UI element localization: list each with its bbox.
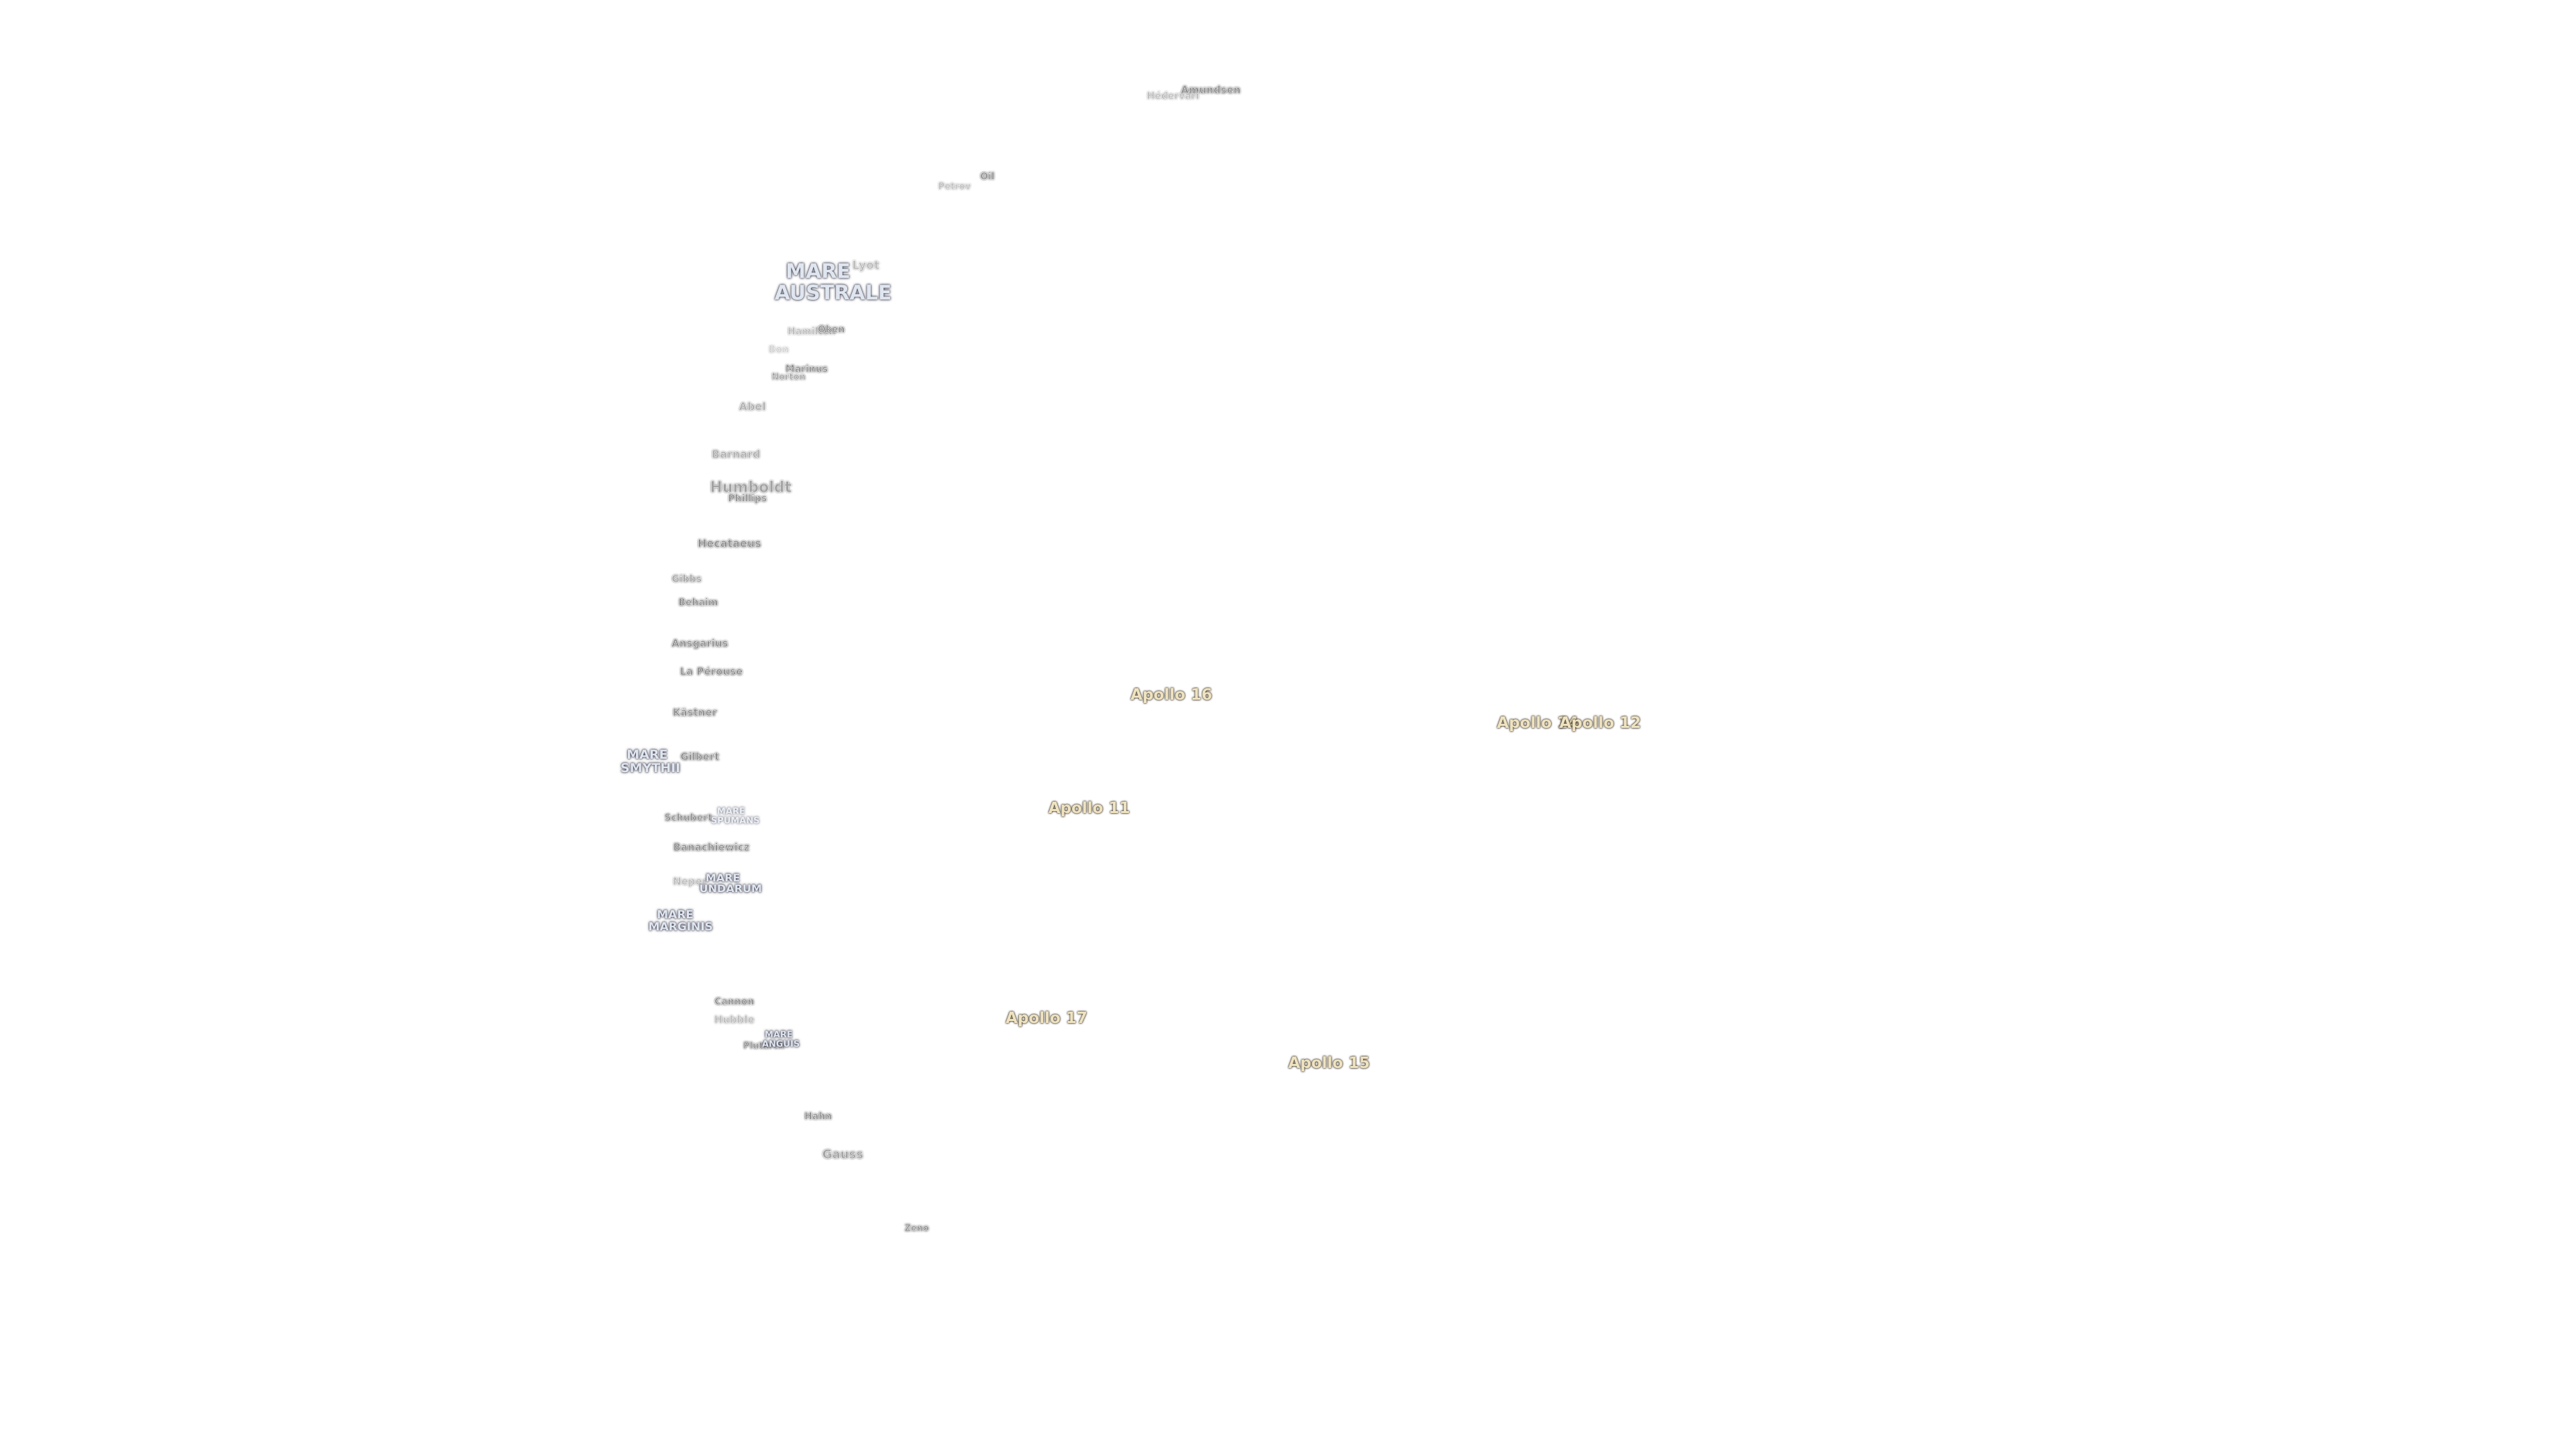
mare-label: MARE AUSTRALE: [774, 260, 892, 305]
crater-label: Norton: [771, 372, 806, 383]
crater-label: Oken: [818, 324, 845, 335]
crater-label: Hubble: [714, 1013, 755, 1026]
crater-label: Barnard: [711, 447, 761, 461]
crater-label: Ansgarius: [672, 637, 729, 650]
apollo-label: Apollo 14: [1497, 714, 1579, 732]
crater-label: Abel: [739, 400, 766, 413]
crater-label: Oil: [980, 172, 995, 183]
crater-label: Cannon: [714, 996, 755, 1008]
crater-label: Zeno: [904, 1224, 929, 1234]
crater-label: Gilbert: [680, 751, 720, 763]
crater-label: Hamilton: [787, 326, 836, 337]
crater-label: Hecataeus: [697, 537, 761, 550]
crater-label: Plutarch: [743, 1041, 785, 1052]
mare-label: MARE MARGINIS: [648, 908, 713, 934]
apollo-label: Apollo 11: [1048, 799, 1130, 817]
crater-label: Lyot: [852, 258, 879, 272]
mare-label: MARE ANGUIS: [761, 1030, 800, 1050]
crater-label: Hahn: [804, 1111, 833, 1122]
crater-label: Banachiewicz: [673, 841, 750, 853]
apollo-label: Apollo 17: [1006, 1010, 1087, 1028]
crater-label: Neper: [673, 875, 708, 888]
mare-label: MARE SPUMANS: [710, 806, 760, 826]
crater-label: Phillips: [728, 494, 767, 505]
apollo-label: Apollo 12: [1559, 714, 1642, 732]
crater-label: Behaim: [678, 597, 718, 608]
crater-label: Schubert: [664, 812, 712, 824]
crater-label: La Pérouse: [680, 665, 743, 678]
crater-label: Petrov: [938, 182, 971, 193]
apollo-label: Apollo 15: [1288, 1054, 1371, 1072]
crater-label: Hédervári: [1146, 91, 1199, 103]
crater-label: Gibbs: [672, 574, 702, 586]
crater-label: Bon: [768, 344, 789, 356]
mare-label: MARE SMYTHII: [620, 747, 681, 776]
crater-label: Marinus: [785, 364, 828, 375]
apollo-label: Apollo 16: [1130, 686, 1212, 704]
crater-label: Amundsen: [1181, 83, 1241, 96]
crater-label: Humboldt: [710, 479, 792, 496]
crater-label: Gauss: [822, 1147, 863, 1162]
crater-label: Kästner: [672, 706, 718, 718]
mare-label: MARE UNDARUM: [699, 871, 762, 896]
